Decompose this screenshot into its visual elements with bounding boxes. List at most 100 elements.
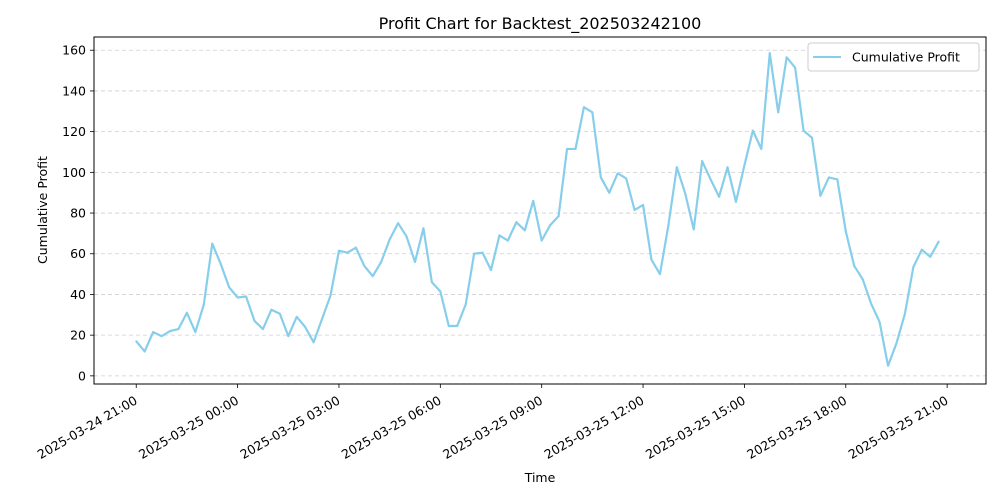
grid [94, 49, 986, 377]
data-point [498, 234, 501, 237]
data-point [506, 239, 509, 242]
data-point [718, 195, 721, 198]
data-point [194, 331, 197, 334]
data-point [692, 228, 695, 231]
data-point [312, 341, 315, 344]
data-point [675, 166, 678, 169]
legend-box [807, 42, 980, 72]
data-point [734, 200, 737, 203]
data-point [853, 264, 856, 267]
data-point [777, 111, 780, 114]
data-point [599, 176, 602, 179]
data-point [667, 224, 670, 227]
plot-area [93, 36, 987, 385]
y-tick-label: 100 [62, 165, 86, 180]
data-point [844, 230, 847, 233]
data-point [219, 262, 222, 265]
y-tick-label: 40 [70, 287, 86, 302]
data-point [887, 364, 890, 367]
legend: Cumulative Profit [807, 42, 980, 72]
data-point [363, 264, 366, 267]
data-point [633, 208, 636, 211]
data-point [726, 166, 729, 169]
data-point [701, 160, 704, 163]
y-tick-label: 0 [78, 368, 86, 383]
data-point [810, 136, 813, 139]
data-point [658, 273, 661, 276]
data-point [405, 235, 408, 238]
data-point [836, 178, 839, 181]
data-point [768, 52, 771, 55]
data-point [608, 191, 611, 194]
data-point [185, 311, 188, 314]
data-point [422, 227, 425, 230]
data-point [557, 215, 560, 218]
y-tick-label: 120 [62, 124, 86, 139]
data-point [388, 238, 391, 241]
data-point [287, 335, 290, 338]
series-layer [135, 52, 940, 367]
data-point [439, 290, 442, 293]
data-point [481, 251, 484, 254]
data-point [684, 192, 687, 195]
x-tick-label: 2025-03-25 06:00 [339, 393, 444, 462]
x-tick-label: 2025-03-25 21:00 [846, 393, 951, 462]
data-point [523, 229, 526, 232]
data-point [540, 239, 543, 242]
data-point [515, 221, 518, 224]
data-point [160, 335, 163, 338]
y-tick-label: 140 [62, 83, 86, 98]
data-point [135, 340, 138, 343]
data-point [903, 312, 906, 315]
data-point [566, 147, 569, 150]
legend-label: Cumulative Profit [852, 50, 960, 65]
data-point [397, 222, 400, 225]
data-point [760, 147, 763, 150]
data-point [912, 265, 915, 268]
data-point [549, 224, 552, 227]
x-axis-label: Time [524, 470, 556, 485]
y-tick-label: 160 [62, 43, 86, 58]
data-point [430, 281, 433, 284]
data-point [278, 312, 281, 315]
data-point [920, 248, 923, 251]
data-point [321, 317, 324, 320]
data-point [346, 251, 349, 254]
data-point [447, 325, 450, 327]
x-tick-label: 2025-03-25 18:00 [744, 393, 849, 462]
data-point [152, 331, 155, 334]
x-tick-label: 2025-03-25 09:00 [440, 393, 545, 462]
data-point [143, 350, 146, 353]
data-point [709, 178, 712, 181]
data-point [895, 342, 898, 345]
data-point [337, 249, 340, 252]
data-point [743, 164, 746, 167]
x-tick-label: 2025-03-25 00:00 [136, 393, 241, 462]
data-point [802, 129, 805, 132]
data-point [270, 308, 273, 311]
data-point [616, 172, 619, 175]
data-point [582, 106, 585, 109]
data-point [371, 275, 374, 278]
data-point [236, 296, 239, 299]
y-axis-label: Cumulative Profit [35, 156, 50, 264]
data-point [211, 242, 214, 245]
data-point [870, 302, 873, 305]
data-point [228, 286, 231, 289]
data-point [413, 260, 416, 263]
y-tick-label: 60 [70, 246, 86, 261]
data-point [202, 303, 205, 306]
series-line-cumulative-profit [135, 52, 940, 367]
data-point [625, 177, 628, 180]
x-tick-label: 2025-03-25 15:00 [643, 393, 748, 462]
data-point [794, 66, 797, 69]
data-point [261, 328, 264, 331]
data-point [878, 320, 881, 323]
data-point [827, 176, 830, 179]
data-point [253, 319, 256, 322]
data-point [937, 240, 940, 243]
data-point [785, 56, 788, 59]
data-point [861, 278, 864, 281]
data-point [574, 147, 577, 150]
